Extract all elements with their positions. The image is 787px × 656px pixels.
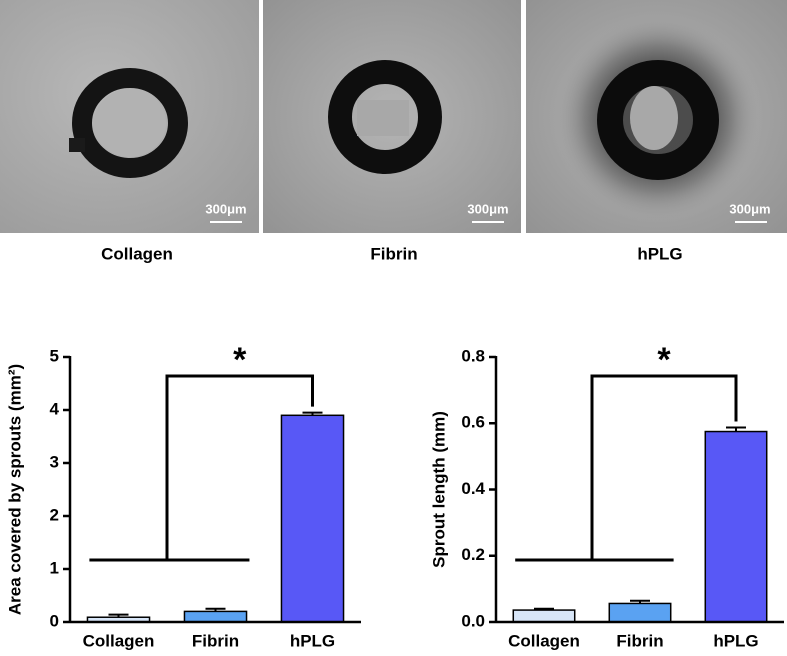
- significance-marker: *: [233, 341, 247, 379]
- y-tick-label: 0.6: [461, 413, 485, 432]
- micrograph-hplg: 300μm: [526, 0, 787, 233]
- significance-bracket: [89, 374, 314, 562]
- y-axis-label: Area covered by sprouts (mm²): [5, 364, 24, 615]
- panel-caption: hPLG: [637, 244, 682, 263]
- x-tick-label: Fibrin: [616, 631, 663, 650]
- bar: [608, 602, 672, 623]
- y-axis-label: Sprout length (mm): [429, 411, 448, 568]
- y-tick-label: 2: [50, 505, 59, 524]
- x-tick-label: hPLG: [290, 631, 335, 650]
- y-tick-label: 0.2: [461, 545, 485, 564]
- x-tick-label: hPLG: [713, 631, 758, 650]
- y-tick-label: 0.0: [461, 611, 485, 630]
- y-tick-label: 0.4: [461, 479, 485, 498]
- bar: [280, 414, 345, 623]
- scale-bar-label: 300μm: [467, 201, 508, 216]
- bar: [704, 430, 768, 623]
- x-tick-label: Fibrin: [192, 631, 239, 650]
- panel-caption: Fibrin: [370, 244, 417, 263]
- y-tick-label: 0: [50, 611, 59, 630]
- y-tick-label: 5: [50, 346, 59, 365]
- y-tick-label: 1: [50, 558, 59, 577]
- y-tick-label: 4: [50, 399, 60, 418]
- x-tick-label: Collagen: [83, 631, 155, 650]
- bar: [183, 610, 248, 623]
- scale-bar-label: 300μm: [729, 201, 770, 216]
- x-tick-label: Collagen: [508, 631, 580, 650]
- y-tick-label: 0.8: [461, 346, 485, 365]
- scale-bar-label: 300μm: [205, 201, 246, 216]
- panel-caption: Collagen: [101, 244, 173, 263]
- significance-marker: *: [657, 341, 671, 379]
- significance-bracket: [515, 374, 738, 562]
- micrograph-fibrin: 300μm: [263, 0, 521, 233]
- micrograph-collagen: 300μm: [0, 0, 259, 233]
- y-tick-label: 3: [50, 452, 59, 471]
- bar: [512, 609, 576, 623]
